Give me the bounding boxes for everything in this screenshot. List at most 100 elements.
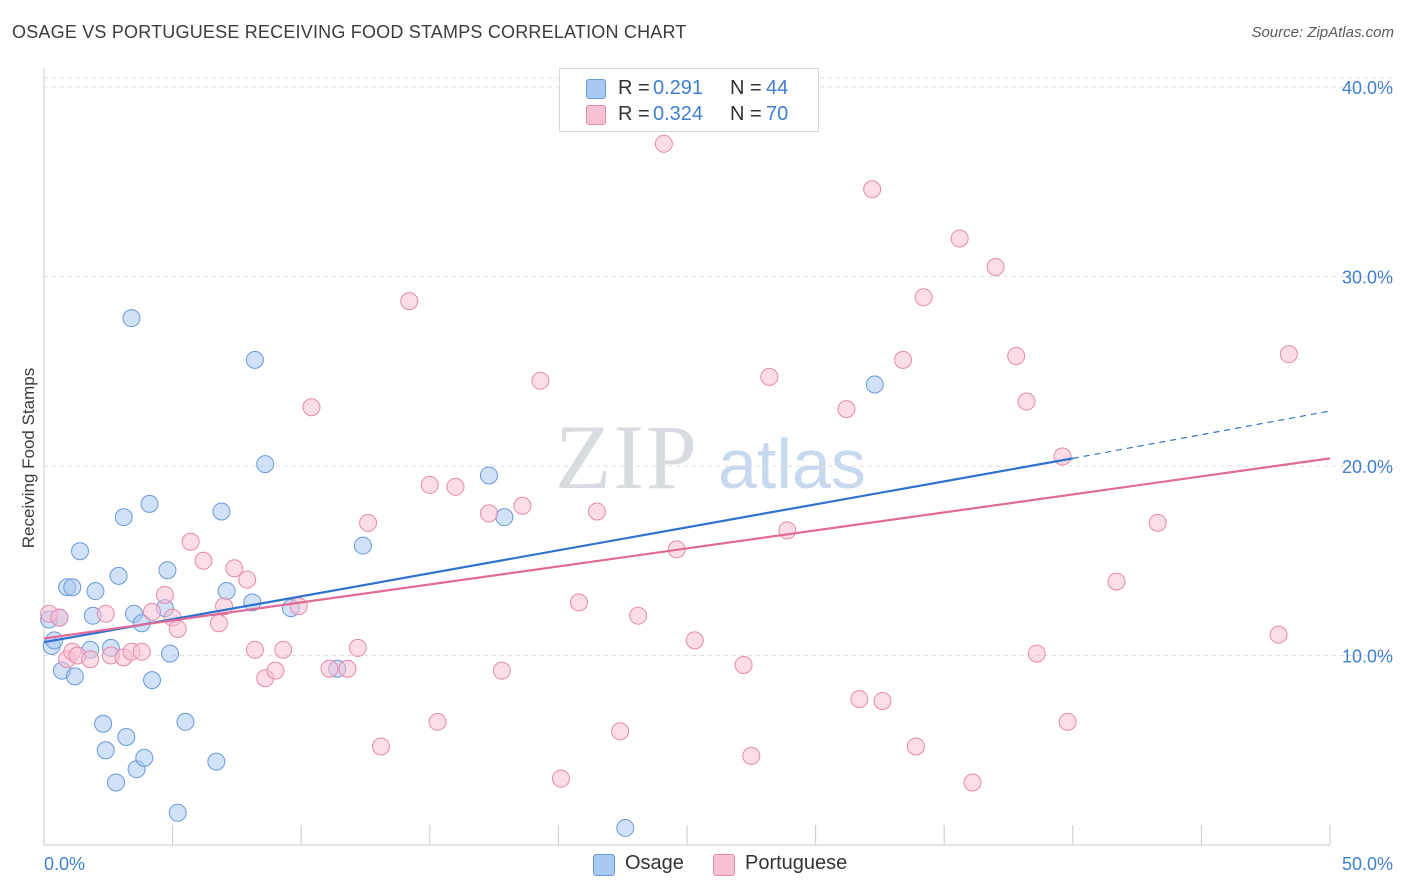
osage-trend-line [43,457,1073,644]
osage-point [161,644,180,663]
portuguese-point [950,229,969,248]
portuguese-point [914,288,933,307]
osage-r-label: R = [618,77,650,99]
portuguese-point [428,712,447,731]
portuguese-point [479,504,498,523]
portuguese-point [760,367,779,386]
osage-point [117,727,136,746]
watermark: ZIP atlas [555,406,866,508]
portuguese-point [359,513,378,532]
portuguese-point [155,585,174,604]
osage-legend-label: Osage [625,852,684,874]
osage-point [217,582,236,601]
portuguese-legend-label: Portuguese [745,852,848,874]
trend-lines [43,410,1331,644]
osage-point [107,773,126,792]
portuguese-point [420,475,439,494]
osage-legend-swatch [593,854,615,876]
portuguese-point [1279,345,1298,364]
portuguese-point [742,746,761,765]
osage-point [109,566,128,585]
portuguese-point [1027,644,1046,663]
osage-r-value: 0.291 [653,77,704,99]
portuguese-point [446,477,465,496]
portuguese-point [587,502,606,521]
osage-points [40,309,884,837]
portuguese-point [837,400,856,419]
osage-point [353,536,372,555]
osage-point [245,350,264,369]
portuguese-point [1269,625,1288,644]
portuguese-point [734,655,753,674]
correlation-legend: R = 0.291 N = 44 R = 0.324 N = 70 [559,68,819,132]
portuguese-point [629,606,648,625]
y-tick-label: 10.0% [1342,646,1393,666]
portuguese-point [238,570,257,589]
portuguese-point [96,604,115,623]
portuguese-point [289,597,308,616]
gridlines [44,77,1393,656]
osage-point [140,494,159,513]
source-attribution: Source: ZipAtlas.com [1251,24,1394,41]
portuguese-point [194,551,213,570]
portuguese-point [513,496,532,515]
portuguese-point [50,608,69,627]
osage-point [71,542,90,561]
osage-point [122,309,141,328]
osage-point [616,818,635,837]
osage-point [94,714,113,733]
x-tick-label-min: 0.0% [44,854,85,874]
osage-point [63,578,82,597]
portuguese-legend-swatch [713,854,735,876]
osage-swatch [586,79,606,99]
y-tick-label: 20.0% [1342,457,1393,477]
y-tick-label: 40.0% [1342,78,1393,98]
portuguese-point [302,398,321,417]
osage-point [212,502,231,521]
portuguese-point [611,722,630,741]
y-tick-label: 30.0% [1342,267,1393,287]
portuguese-point [181,532,200,551]
portuguese-point [531,371,550,390]
portuguese-point [551,769,570,788]
portuguese-n-label: N = [730,103,762,125]
portuguese-point [320,659,339,678]
portuguese-point [132,642,151,661]
portuguese-point [654,134,673,153]
portuguese-point [245,640,264,659]
portuguese-point [371,737,390,756]
watermark-zip: ZIP [555,406,699,508]
portuguese-points [40,134,1298,792]
portuguese-swatch [586,105,606,125]
portuguese-point [348,638,367,657]
osage-point [207,752,226,771]
portuguese-point [274,640,293,659]
portuguese-point [400,292,419,311]
osage-point [495,508,514,527]
portuguese-point [1148,513,1167,532]
chart-title: OSAGE VS PORTUGUESE RECEIVING FOOD STAMP… [12,22,687,42]
osage-point [168,803,187,822]
portuguese-point [986,257,1005,276]
portuguese-point [143,602,162,621]
osage-point [479,466,498,485]
portuguese-point [1058,712,1077,731]
portuguese-point [209,614,228,633]
portuguese-point [685,631,704,650]
osage-point [176,712,195,731]
portuguese-point [569,593,588,612]
portuguese-point [850,690,869,709]
osage-point [143,671,162,690]
portuguese-point [225,559,244,578]
portuguese-point [963,773,982,792]
portuguese-point [168,619,187,638]
x-tick-label-max: 50.0% [1342,854,1393,874]
portuguese-trend-line [43,457,1331,640]
osage-point [135,748,154,767]
portuguese-point [1017,392,1036,411]
portuguese-point [873,691,892,710]
portuguese-point [894,350,913,369]
portuguese-n-value: 70 [766,103,789,125]
osage-point [86,582,105,601]
